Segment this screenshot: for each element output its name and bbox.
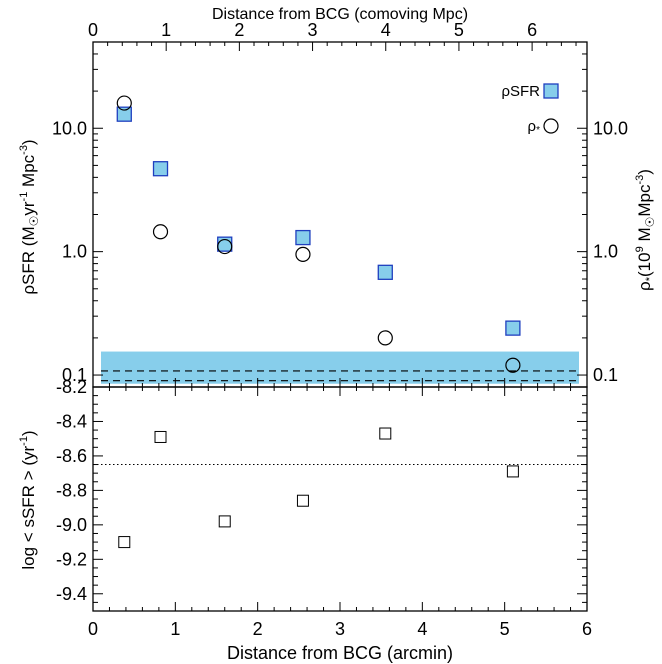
bottom-x-axis-title: Distance from BCG (arcmin) xyxy=(227,643,453,663)
x-tick-label-bottom-6: 6 xyxy=(582,619,592,639)
ssfr-point-3 xyxy=(296,494,309,507)
y-tick-label-right-1: 1.0 xyxy=(593,242,618,262)
stellar-density-point-4 xyxy=(377,330,393,346)
y-tick-label-left-2: 0.1 xyxy=(62,365,87,385)
stellar-density-point-3 xyxy=(295,246,311,262)
x-tick-label-bottom-4: 4 xyxy=(417,619,427,639)
y-tick-label-bottom-4: -9.0 xyxy=(56,515,87,535)
legend-marker-stellar xyxy=(543,118,559,134)
top-right-y-axis-title: ρ*(109 M☉Mpc-3) xyxy=(634,169,657,291)
x-tick-label-top-5: 5 xyxy=(454,20,464,40)
bottom-y-axis-title: log < sSFR > (yr-1) xyxy=(18,430,38,569)
sfr-density-point-3 xyxy=(295,229,311,246)
y-tick-label-bottom-1: -8.4 xyxy=(56,411,87,431)
ssfr-point-2 xyxy=(218,515,231,528)
ssfr-point-1 xyxy=(154,430,167,443)
ssfr-point-0 xyxy=(118,536,131,549)
y-tick-label-left-1: 1.0 xyxy=(62,242,87,262)
ssfr-point-4 xyxy=(379,427,392,440)
x-tick-label-bottom-2: 2 xyxy=(253,619,263,639)
tick-labels: 0 1 2 3 4 5 60 1 2 3 4 5 610.0 10.01.0 1.00.1 0.1-8.2-8… xyxy=(52,20,628,639)
x-tick-label-bottom-5: 5 xyxy=(500,619,510,639)
legend-label-stellar: ρ* xyxy=(528,118,541,136)
x-tick-label-top-4: 4 xyxy=(381,20,391,40)
sfr-density-point-1 xyxy=(152,161,169,177)
bottom-panel-frame xyxy=(92,386,588,612)
legend-label-sfr: ρSFR xyxy=(501,83,540,100)
x-tick-label-top-0: 0 xyxy=(88,20,98,40)
y-tick-label-right-0: 10.0 xyxy=(593,118,628,138)
x-tick-label-bottom-3: 3 xyxy=(335,619,345,639)
y-tick-label-bottom-0: -8.2 xyxy=(56,377,87,397)
y-tick-label-bottom-2: -8.6 xyxy=(56,446,87,466)
legend: ρSFR ρ* xyxy=(501,83,559,136)
x-tick-label-bottom-0: 0 xyxy=(88,619,98,639)
sfr-density-point-4 xyxy=(377,264,393,280)
ssfr-point-5 xyxy=(506,465,519,478)
top-y-axis-title: ρSFR (M☉yr-1 Mpc-3) xyxy=(18,139,41,294)
x-tick-label-bottom-1: 1 xyxy=(170,619,180,639)
y-tick-label-bottom-3: -8.8 xyxy=(56,480,87,500)
stellar-density-point-2 xyxy=(217,238,233,255)
stellar-density-point-1 xyxy=(152,224,169,240)
stellar-density-point-0 xyxy=(116,95,132,111)
top-x-axis-title: Distance from BCG (comoving Mpc) xyxy=(212,6,468,23)
y-tick-label-bottom-6: -9.4 xyxy=(56,584,87,604)
x-tick-label-top-6: 6 xyxy=(527,20,537,40)
data-markers xyxy=(116,95,521,549)
x-tick-label-top-2: 2 xyxy=(234,20,244,40)
sfr-density-point-5 xyxy=(505,320,521,336)
reference-lines xyxy=(93,370,587,466)
y-tick-label-right-2: 0.1 xyxy=(593,365,618,385)
y-tick-label-left-0: 10.0 xyxy=(52,118,87,138)
y-tick-label-bottom-5: -9.2 xyxy=(56,549,87,569)
x-tick-label-top-3: 3 xyxy=(308,20,318,40)
sfr-density-point-0 xyxy=(116,106,132,122)
legend-marker-sfr xyxy=(543,83,559,99)
x-tick-label-top-1: 1 xyxy=(161,20,171,40)
ticks xyxy=(92,41,588,612)
stellar-density-point-5 xyxy=(505,357,521,373)
